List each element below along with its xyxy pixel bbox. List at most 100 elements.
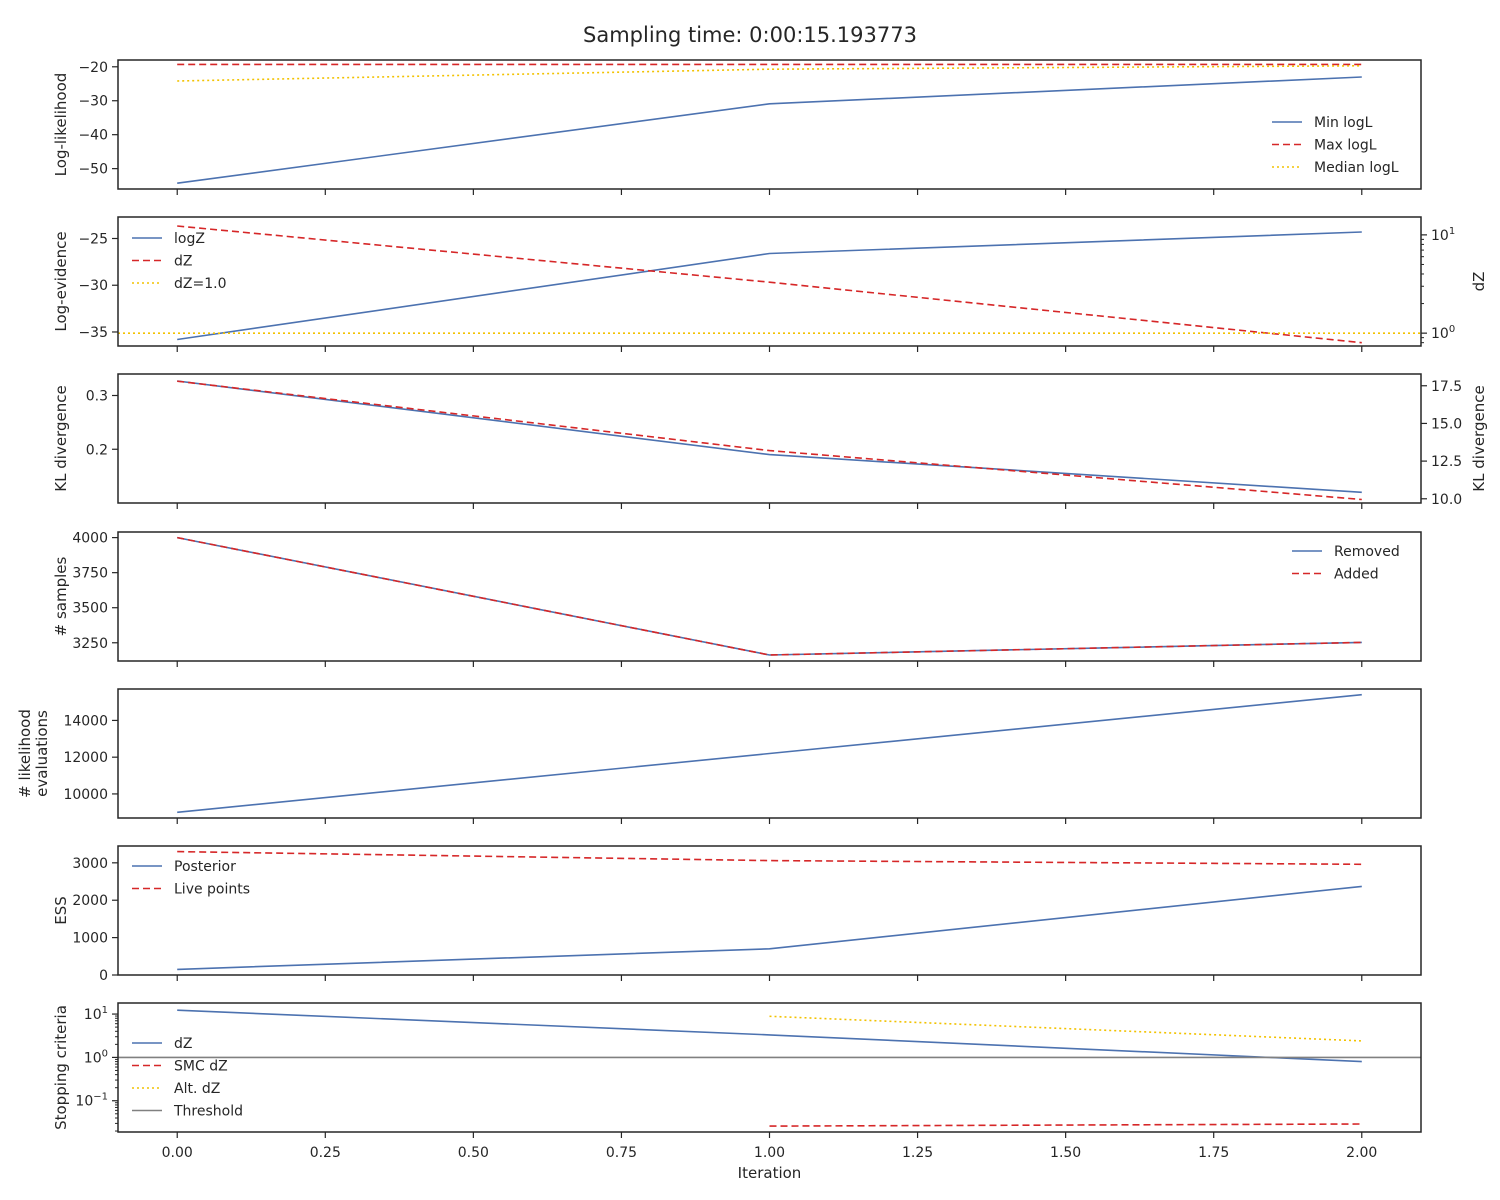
y-tick-label: −20 — [78, 60, 108, 76]
y-tick-label: 3500 — [72, 601, 108, 617]
y-tick-label: 10000 — [63, 787, 108, 803]
x-tick-label: 1.75 — [1198, 1145, 1229, 1161]
plot-area — [118, 225, 1421, 344]
y-tick-label: −30 — [78, 94, 108, 110]
series-line-line-1 — [177, 380, 1362, 494]
legend: logZ dZ dZ=1.0 — [132, 231, 226, 292]
legend: Posterior Live points — [132, 859, 250, 898]
x-tick-label: 0.75 — [606, 1145, 637, 1161]
legend-label: Max logL — [1314, 138, 1377, 154]
y-tick-label: 10−1 — [75, 1092, 108, 1110]
right-y-tick-label: 10.0 — [1431, 492, 1462, 508]
series-line-alt-dz — [769, 1015, 1362, 1042]
legend-label: dZ=1.0 — [174, 276, 226, 292]
legend-label: dZ — [174, 254, 192, 270]
y-tick-label: 12000 — [63, 750, 108, 766]
y-axis-label: KL divergence — [52, 385, 70, 491]
legend: dZ SMC dZ Alt. dZ Threshold — [132, 1036, 243, 1120]
y-tick-label: −30 — [78, 278, 108, 294]
y-tick-label: −25 — [78, 232, 108, 248]
legend-label: SMC dZ — [174, 1059, 228, 1075]
series-line-line-1 — [177, 693, 1362, 814]
y-tick-label: 3250 — [72, 636, 108, 652]
y-axis-label: Log-evidence — [52, 231, 70, 331]
series-line-min-logl — [177, 76, 1362, 184]
series-line-dz — [177, 1009, 1362, 1063]
plot-area — [177, 536, 1362, 656]
y-tick-label: 4000 — [72, 531, 108, 547]
legend-label: Alt. dZ — [174, 1081, 220, 1097]
x-axis-label: Iteration — [738, 1164, 802, 1182]
plot-area — [177, 63, 1362, 184]
panel-7: 10−1 100 101 Stopping criteria dZ SMC dZ Alt. … — [52, 1002, 1422, 1182]
series-line-line-2 — [177, 380, 1362, 501]
series-line-median-logl — [177, 65, 1362, 82]
legend-label: Live points — [174, 882, 250, 898]
axes-frame — [117, 59, 1422, 190]
y-axis-label: # likelihood — [16, 709, 34, 798]
right-y-tick-label: 17.5 — [1431, 379, 1462, 395]
legend-label: Posterior — [174, 859, 236, 875]
axes-frame — [117, 845, 1422, 976]
y-tick-label: −40 — [78, 128, 108, 144]
series-line-posterior — [177, 885, 1362, 971]
y-tick-label: 1000 — [72, 931, 108, 947]
y-tick-label: 2000 — [72, 893, 108, 909]
right-y-tick-label: 15.0 — [1431, 416, 1462, 432]
y-axis-label: ESS — [52, 896, 70, 925]
panel-1: −50 −40 −30 −20 Log-likelihood Min logL Max lo… — [52, 59, 1422, 195]
right-y-axis-label: dZ — [1470, 272, 1488, 292]
y-tick-label: 14000 — [63, 713, 108, 729]
y-axis-label: evaluations — [33, 710, 51, 797]
plot-area — [177, 850, 1362, 971]
right-y-tick-label: 100 — [1431, 324, 1455, 342]
x-tick-label: 0.50 — [458, 1145, 489, 1161]
x-tick-label: 2.00 — [1346, 1145, 1377, 1161]
x-tick-label: 1.50 — [1050, 1145, 1081, 1161]
figure-title: Sampling time: 0:00:15.193773 — [583, 23, 917, 47]
x-tick-label: 0.25 — [310, 1145, 341, 1161]
right-y-axis-label: KL divergence — [1470, 385, 1488, 491]
plot-area — [118, 1009, 1421, 1127]
y-tick-label: 100 — [84, 1048, 108, 1066]
y-tick-label: −50 — [78, 162, 108, 178]
y-axis-label: # samples — [52, 556, 70, 636]
y-tick-label: 0.2 — [86, 442, 108, 458]
series-line-smc-dz — [769, 1123, 1362, 1127]
right-y-tick-label: 12.5 — [1431, 454, 1462, 470]
series-line-removed — [177, 536, 1362, 656]
y-tick-label: 3000 — [72, 856, 108, 872]
panel-3: 0.2 0.3 10.0 12.5 15.0 17.5 KL divergence KL di… — [52, 373, 1488, 509]
axes-frame — [117, 1002, 1422, 1133]
series-line-live-points — [177, 850, 1362, 866]
panel-5: 10000 12000 14000 # likelihood evaluations — [16, 688, 1422, 824]
series-line-dz — [177, 225, 1362, 344]
series-line-logz — [177, 231, 1362, 341]
y-axis-label: Stopping criteria — [52, 1005, 70, 1130]
legend: Min logL Max logL Median logL — [1272, 115, 1399, 176]
legend-label: Threshold — [173, 1104, 243, 1120]
legend-label: Median logL — [1314, 160, 1399, 176]
legend-label: Removed — [1334, 544, 1400, 560]
x-tick-label: 1.00 — [754, 1145, 785, 1161]
legend-label: logZ — [174, 231, 205, 247]
legend-label: Added — [1334, 567, 1379, 583]
panel-2: −35 −30 −25 100 101 Log-evidence dZ logZ dZ dZ=1.… — [52, 216, 1488, 352]
y-tick-label: 0.3 — [86, 389, 108, 405]
right-y-tick-label: 101 — [1431, 226, 1455, 244]
y-axis-label: Log-likelihood — [52, 73, 70, 177]
plot-area — [177, 380, 1362, 501]
legend-label: Min logL — [1314, 115, 1373, 131]
y-tick-label: −35 — [78, 325, 108, 341]
y-tick-label: 3750 — [72, 566, 108, 582]
plot-area — [177, 693, 1362, 814]
x-tick-label: 0.00 — [162, 1145, 193, 1161]
axes-frame — [117, 531, 1422, 662]
panel-4: 3250 3500 3750 4000# samples Removed Added — [52, 531, 1422, 667]
x-tick-label: 1.25 — [902, 1145, 933, 1161]
y-tick-label: 0 — [99, 968, 108, 984]
y-tick-label: 101 — [84, 1005, 108, 1023]
panel-6: 0 1000 2000 3000 ESS Posterior Live points — [52, 845, 1422, 984]
series-line-added — [177, 536, 1362, 656]
